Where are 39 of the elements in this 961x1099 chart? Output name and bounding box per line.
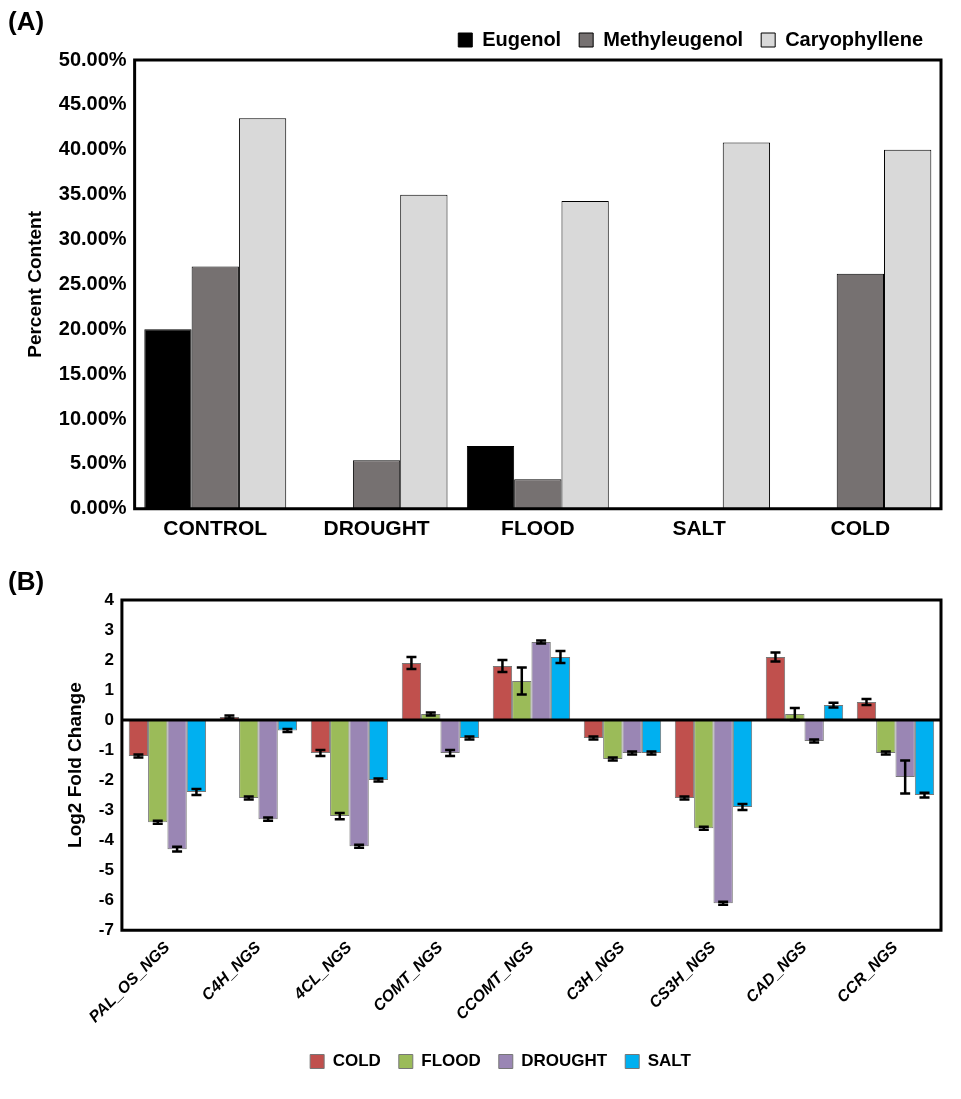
y-tick-label: 50.00% (58, 47, 127, 70)
y-tick-label: 15.00% (58, 361, 127, 384)
y-tick-label: 25.00% (58, 271, 127, 294)
y-tick-label: 2 (104, 649, 114, 669)
legend-label: COLD (332, 1051, 381, 1071)
y-axis-title: Percent Content (23, 210, 45, 358)
legend-label: SALT (647, 1051, 692, 1071)
y-tick-label: 3 (104, 619, 114, 639)
legend-label: Caryophyllene (785, 27, 924, 50)
y-tick-label: 30.00% (58, 227, 127, 250)
y-tick-label: 20.00% (58, 316, 127, 339)
text: (A) (8, 6, 45, 37)
y-axis-title: Log2 Fold Change (63, 682, 85, 848)
text: (B) (8, 566, 45, 597)
y-tick-label: -5 (98, 859, 114, 879)
y-tick-label: 5.00% (69, 451, 127, 474)
legend-label: FLOOD (421, 1051, 481, 1071)
y-tick-label: -1 (98, 739, 114, 759)
x-tick-label: COLD (830, 516, 891, 540)
y-tick-label: 35.00% (58, 182, 127, 205)
y-tick-label: -6 (98, 889, 114, 909)
y-tick-label: 45.00% (58, 92, 127, 115)
x-tick-label: DROUGHT (323, 516, 430, 540)
y-tick-label: -4 (98, 829, 115, 849)
y-tick-label: 0 (104, 709, 114, 729)
y-tick-label: 1 (104, 679, 114, 699)
y-tick-label: -2 (98, 769, 114, 789)
y-tick-label: 0.00% (69, 496, 127, 519)
x-tick-label: SALT (672, 516, 726, 540)
x-tick-label: FLOOD (501, 516, 575, 540)
y-tick-label: -7 (98, 919, 114, 939)
x-tick-label: CONTROL (163, 516, 268, 540)
y-tick-label: 10.00% (58, 406, 127, 429)
legend-label: Methyleugenol (603, 27, 744, 50)
y-tick-label: 4 (104, 589, 115, 609)
legend-label: Eugenol (482, 27, 562, 50)
legend-label: DROUGHT (521, 1051, 608, 1071)
y-tick-label: -3 (98, 799, 114, 819)
y-tick-label: 40.00% (58, 137, 127, 160)
